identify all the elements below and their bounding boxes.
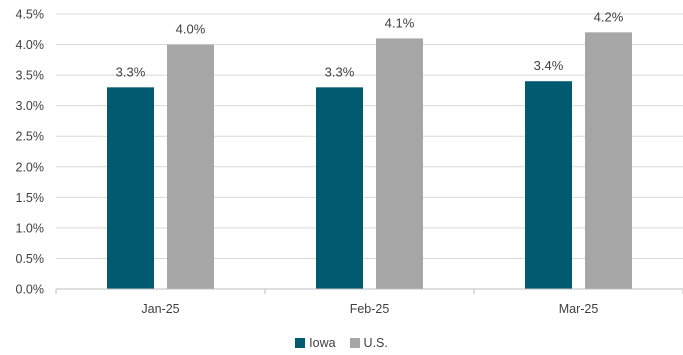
data-label: 3.3% xyxy=(116,64,146,79)
legend: Iowa U.S. xyxy=(0,336,683,350)
legend-swatch-us xyxy=(349,338,360,348)
y-tick-label: 0.5% xyxy=(16,252,45,266)
x-tick-label: Mar-25 xyxy=(559,302,599,316)
x-tick-label: Jan-25 xyxy=(141,302,179,316)
data-label: 3.3% xyxy=(325,64,355,79)
y-tick-label: 4.0% xyxy=(16,38,45,52)
gridlines xyxy=(56,13,683,259)
y-tick-label: 1.0% xyxy=(16,221,45,235)
y-tick-label: 4.5% xyxy=(16,8,45,22)
bar-us-feb-25 xyxy=(376,38,423,289)
y-tick-label: 0.0% xyxy=(16,283,45,297)
x-tick-label: Feb-25 xyxy=(350,302,390,316)
bar-us-jan-25 xyxy=(167,44,214,289)
bar-us-mar-25 xyxy=(585,32,632,289)
legend-item-iowa: Iowa xyxy=(295,336,336,350)
bar-chart: 0.0% 0.5% 1.0% 1.5% 2.0% 2.5% 3.0% 3.5% 4.0% 4.5%… xyxy=(16,8,683,316)
bar-iowa-feb-25 xyxy=(316,87,363,289)
y-tick-label: 2.0% xyxy=(16,160,45,174)
legend-label-us: U.S. xyxy=(363,336,388,350)
y-tick-label: 1.5% xyxy=(16,191,45,205)
bar-iowa-mar-25 xyxy=(525,81,572,289)
y-tick-label: 2.5% xyxy=(16,130,45,144)
bars xyxy=(107,32,632,289)
legend-item-us: U.S. xyxy=(349,336,388,350)
x-axis xyxy=(55,288,683,294)
data-label: 4.1% xyxy=(385,15,415,30)
data-labels: 3.3% 4.0% 3.3% 4.1% 3.4% 4.2% xyxy=(116,9,624,79)
data-label: 4.2% xyxy=(594,9,624,24)
y-tick-label: 3.5% xyxy=(16,69,45,83)
y-axis-ticks: 0.0% 0.5% 1.0% 1.5% 2.0% 2.5% 3.0% 3.5% 4.0% 4.5% xyxy=(16,8,45,297)
y-tick-label: 3.0% xyxy=(16,99,45,113)
data-label: 4.0% xyxy=(176,22,206,37)
bar-iowa-jan-25 xyxy=(107,87,154,289)
legend-label-iowa: Iowa xyxy=(309,336,336,350)
data-label: 3.4% xyxy=(534,58,564,73)
legend-swatch-iowa xyxy=(295,338,306,348)
x-axis-ticks: Jan-25 Feb-25 Mar-25 xyxy=(141,302,598,316)
